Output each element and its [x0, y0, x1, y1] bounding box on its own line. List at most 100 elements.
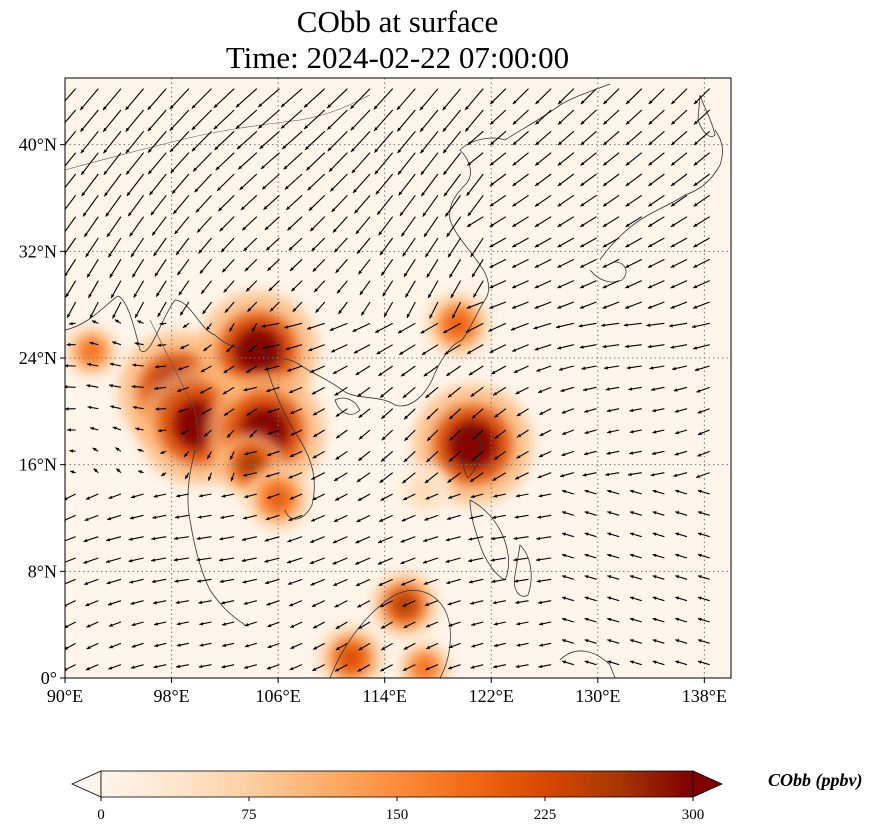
- wind-arrow: [647, 280, 665, 289]
- wind-arrow: [488, 322, 507, 332]
- wind-arrow: [447, 472, 461, 484]
- wind-arrow: [376, 194, 394, 216]
- wind-arrow: [629, 553, 642, 559]
- wind-arrow: [516, 621, 529, 626]
- wind-arrow: [264, 557, 280, 563]
- wind-arrow: [155, 280, 167, 297]
- wind-arrow: [350, 109, 371, 131]
- wind-arrow: [236, 130, 258, 150]
- wind-arrow: [110, 405, 122, 410]
- wind-arrow: [602, 130, 620, 146]
- wind-arrow: [650, 472, 665, 477]
- wind-arrow: [652, 639, 665, 644]
- wind-arrow: [151, 216, 167, 236]
- wind-arrow: [470, 664, 484, 669]
- wind-arrow: [629, 450, 642, 455]
- wind-arrow: [360, 301, 371, 316]
- wind-arrow: [561, 450, 575, 457]
- wind-arrow: [607, 489, 620, 495]
- wind-arrow: [266, 386, 280, 393]
- wind-arrow: [607, 429, 620, 434]
- wind-arrow: [602, 194, 620, 207]
- wind-arrow: [288, 386, 303, 394]
- wind-arrow: [559, 472, 574, 478]
- wind-arrow: [108, 642, 122, 649]
- wind-arrow: [382, 280, 394, 297]
- wind-arrow: [220, 514, 235, 520]
- wind-arrow: [511, 344, 529, 352]
- wind-arrow: [110, 280, 122, 299]
- wind-arrow: [695, 472, 710, 478]
- wind-arrow: [134, 341, 144, 346]
- wind-arrow: [147, 130, 167, 153]
- wind-arrow: [89, 301, 99, 319]
- wind-arrow: [157, 343, 167, 347]
- wind-arrow: [647, 194, 665, 207]
- wind-arrow: [91, 320, 99, 324]
- wind-arrow: [697, 575, 710, 580]
- wind-arrow: [402, 664, 416, 672]
- wind-arrow: [358, 621, 371, 630]
- wind-arrow: [602, 301, 620, 309]
- wind-arrow: [312, 258, 326, 272]
- wind-arrow: [534, 258, 552, 269]
- wind-arrow: [490, 536, 506, 541]
- wind-arrow: [697, 532, 710, 538]
- colorbar-tick-label-0: 0: [97, 807, 105, 823]
- wind-arrow: [471, 259, 484, 278]
- wind-arrow: [561, 660, 574, 666]
- wind-arrow: [244, 450, 257, 456]
- wind-arrow: [675, 617, 688, 623]
- wind-arrow: [217, 194, 235, 212]
- wind-arrow: [289, 258, 303, 272]
- wind-arrow: [192, 152, 212, 172]
- wind-arrow: [628, 386, 642, 391]
- wind-arrow: [267, 642, 280, 649]
- wind-arrow: [315, 301, 326, 314]
- wind-arrow: [374, 322, 393, 334]
- wind-arrow: [381, 408, 394, 420]
- wind-arrow: [603, 88, 620, 105]
- wind-arrow: [125, 130, 145, 154]
- wind-arrow: [602, 280, 620, 289]
- wind-arrow: [79, 88, 99, 111]
- wind-arrow: [356, 237, 371, 255]
- wind-arrow: [137, 470, 144, 474]
- wind-arrow: [693, 109, 711, 125]
- wind-arrow: [693, 237, 710, 248]
- wind-arrow: [510, 322, 529, 331]
- wind-arrow: [380, 493, 393, 502]
- wind-arrow: [240, 194, 258, 211]
- wind-arrow: [265, 578, 280, 585]
- wind-arrow: [286, 557, 303, 564]
- wind-arrow: [400, 216, 416, 237]
- wind-arrow: [198, 493, 212, 498]
- wind-arrow: [130, 237, 145, 258]
- wind-arrow: [605, 472, 620, 477]
- wind-arrow: [244, 493, 257, 499]
- wind-arrow: [86, 621, 99, 628]
- wind-arrow: [358, 258, 371, 275]
- wind-arrow: [237, 152, 258, 170]
- y-tick-label-2: 16°N: [19, 455, 57, 475]
- wind-arrow: [535, 88, 552, 105]
- wind-arrow: [696, 386, 710, 393]
- wind-arrow: [670, 109, 688, 125]
- wind-arrow: [561, 408, 575, 414]
- x-tick-label-3: 114°E: [362, 686, 407, 706]
- wind-arrow: [625, 237, 643, 248]
- wind-arrow: [493, 664, 507, 669]
- wind-arrow: [206, 323, 212, 331]
- wind-arrow: [466, 301, 484, 309]
- wind-arrow: [65, 642, 76, 650]
- wind-arrow: [287, 578, 303, 585]
- wind-arrow: [311, 237, 326, 252]
- wind-arrow: [489, 194, 507, 207]
- wind-arrow: [356, 472, 371, 483]
- wind-arrow: [264, 216, 280, 231]
- wind-arrow: [197, 578, 212, 583]
- wind-arrow: [534, 280, 552, 289]
- wind-arrow: [220, 600, 235, 605]
- wind-arrow: [131, 621, 144, 627]
- wind-arrow: [191, 88, 212, 109]
